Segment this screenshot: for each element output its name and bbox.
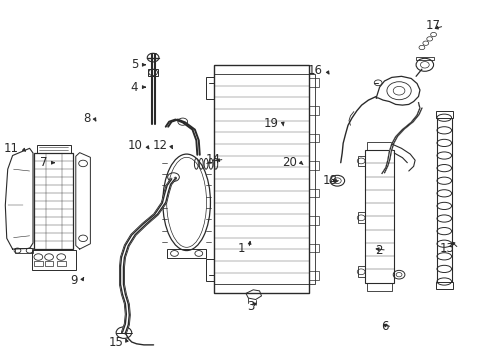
Text: 5: 5 <box>130 58 138 71</box>
Bar <box>366 142 391 150</box>
Bar <box>34 261 42 266</box>
Bar <box>37 145 71 153</box>
Bar <box>308 216 318 225</box>
Bar <box>147 69 158 76</box>
Bar <box>308 74 314 284</box>
Text: 19: 19 <box>264 117 279 130</box>
Bar <box>214 65 308 293</box>
Text: 3: 3 <box>247 300 254 313</box>
Text: 6: 6 <box>380 320 387 333</box>
Bar <box>435 282 452 289</box>
Bar <box>364 150 393 283</box>
Text: 10: 10 <box>128 139 142 152</box>
Bar <box>308 244 318 252</box>
Bar <box>57 261 65 266</box>
Bar <box>357 212 364 223</box>
Text: 9: 9 <box>71 274 78 287</box>
Text: 7: 7 <box>40 156 47 169</box>
Text: 17: 17 <box>425 19 440 32</box>
Bar <box>15 248 34 253</box>
Text: 13: 13 <box>439 242 454 255</box>
Bar <box>366 283 391 291</box>
Text: 14: 14 <box>205 153 220 166</box>
Text: 18: 18 <box>322 174 337 187</box>
Text: 16: 16 <box>307 64 322 77</box>
Bar <box>205 259 214 281</box>
Text: 20: 20 <box>282 156 296 169</box>
Bar <box>415 57 433 60</box>
Bar <box>214 284 308 293</box>
Bar <box>308 161 318 170</box>
Bar <box>308 189 318 197</box>
Bar <box>308 78 318 87</box>
Bar <box>205 77 214 99</box>
Text: 4: 4 <box>130 81 138 94</box>
Bar <box>214 65 308 74</box>
Text: 8: 8 <box>83 112 90 125</box>
Bar <box>308 134 318 142</box>
Bar <box>357 156 364 166</box>
Bar <box>167 249 205 258</box>
Bar <box>32 250 76 270</box>
Bar <box>308 271 318 280</box>
Bar <box>357 266 364 277</box>
Text: 12: 12 <box>152 139 167 152</box>
Bar <box>308 106 318 114</box>
Bar <box>34 153 73 249</box>
Polygon shape <box>381 103 421 174</box>
Text: 1: 1 <box>237 242 244 255</box>
Polygon shape <box>120 178 175 333</box>
Text: 2: 2 <box>375 244 382 257</box>
Text: 11: 11 <box>3 142 19 155</box>
Bar <box>44 261 53 266</box>
Text: 15: 15 <box>108 336 123 349</box>
Bar <box>435 111 452 118</box>
